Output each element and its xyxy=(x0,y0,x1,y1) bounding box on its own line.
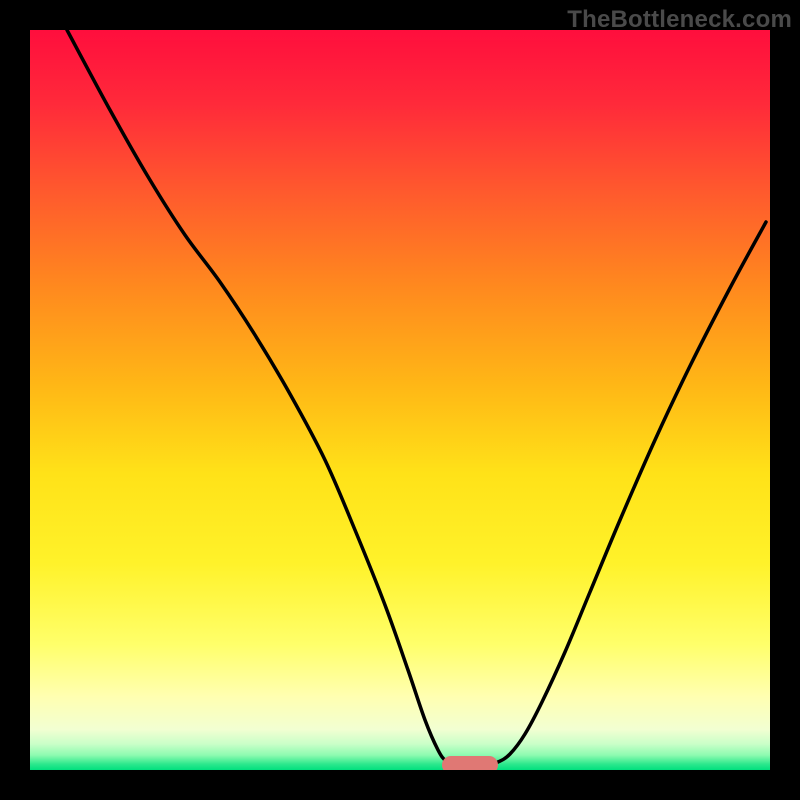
optimum-marker xyxy=(442,756,498,770)
chart-frame: TheBottleneck.com xyxy=(0,0,800,800)
watermark-text: TheBottleneck.com xyxy=(567,6,792,34)
plot-area xyxy=(30,30,770,770)
gradient-background xyxy=(30,30,770,770)
bottleneck-curve-chart xyxy=(30,30,770,770)
